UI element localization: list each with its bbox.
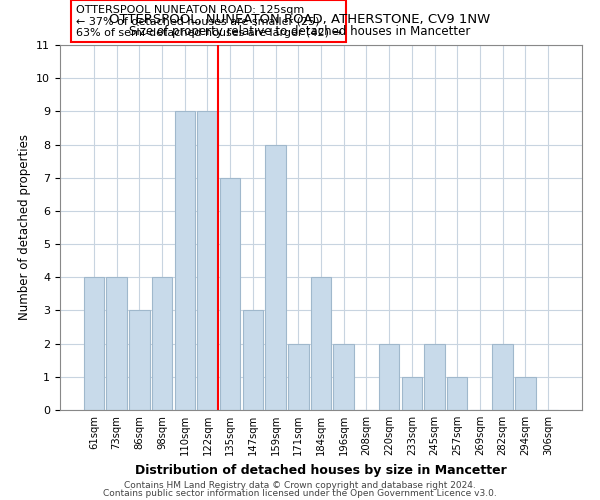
Bar xyxy=(175,112,195,410)
Text: Contains HM Land Registry data © Crown copyright and database right 2024.: Contains HM Land Registry data © Crown c… xyxy=(124,480,476,490)
Bar xyxy=(242,310,263,410)
Text: Size of property relative to detached houses in Mancetter: Size of property relative to detached ho… xyxy=(130,25,470,38)
Bar xyxy=(515,377,536,410)
Bar xyxy=(379,344,400,410)
Bar xyxy=(197,112,218,410)
Bar xyxy=(311,278,331,410)
Text: Contains public sector information licensed under the Open Government Licence v3: Contains public sector information licen… xyxy=(103,489,497,498)
Y-axis label: Number of detached properties: Number of detached properties xyxy=(18,134,31,320)
Bar xyxy=(106,278,127,410)
Bar xyxy=(220,178,241,410)
Bar xyxy=(401,377,422,410)
Bar xyxy=(129,310,149,410)
Bar xyxy=(288,344,308,410)
Bar xyxy=(424,344,445,410)
Text: OTTERSPOOL, NUNEATON ROAD, ATHERSTONE, CV9 1NW: OTTERSPOOL, NUNEATON ROAD, ATHERSTONE, C… xyxy=(109,12,491,26)
Bar xyxy=(447,377,467,410)
Bar xyxy=(152,278,172,410)
Bar xyxy=(84,278,104,410)
Bar xyxy=(334,344,354,410)
Bar xyxy=(493,344,513,410)
Text: OTTERSPOOL NUNEATON ROAD: 125sqm
← 37% of detached houses are smaller (25)
63% o: OTTERSPOOL NUNEATON ROAD: 125sqm ← 37% o… xyxy=(76,4,341,38)
X-axis label: Distribution of detached houses by size in Mancetter: Distribution of detached houses by size … xyxy=(135,464,507,476)
Bar xyxy=(265,144,286,410)
